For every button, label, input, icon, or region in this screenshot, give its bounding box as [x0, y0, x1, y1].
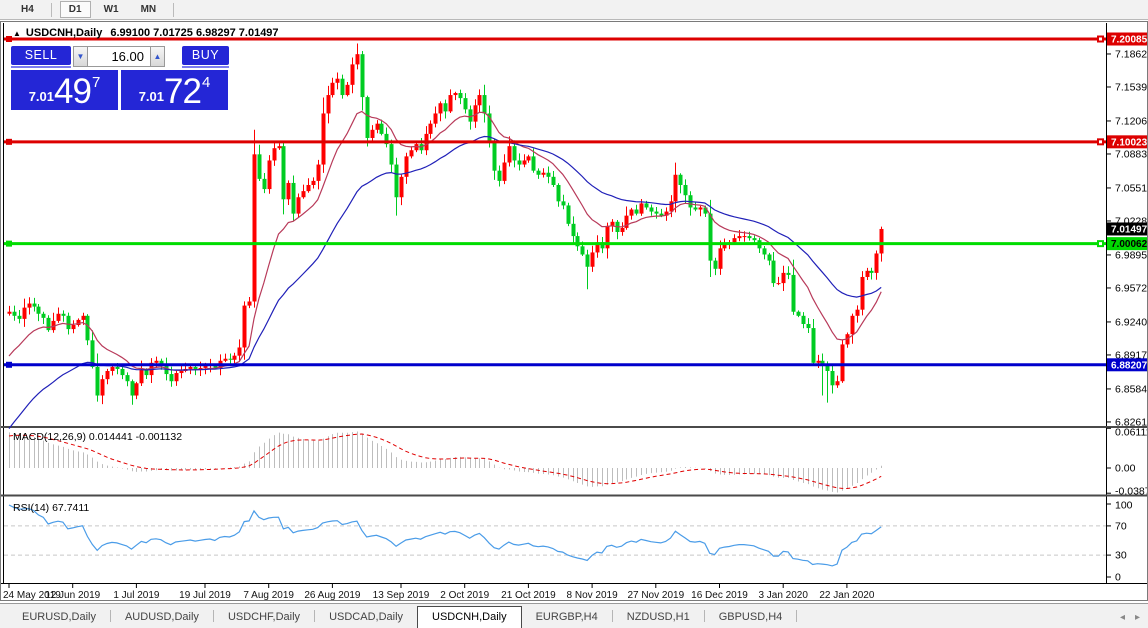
svg-text:7.10023: 7.10023 — [1111, 137, 1147, 148]
volume-input[interactable] — [88, 46, 150, 67]
tab-audusd-daily[interactable]: AUDUSD,Daily — [124, 611, 199, 623]
buy-price-pip: 4 — [201, 74, 211, 91]
svg-text:7.20085: 7.20085 — [1111, 35, 1147, 46]
svg-text:27 Nov 2019: 27 Nov 2019 — [627, 590, 684, 600]
tab-eurusd-daily[interactable]: EURUSD,Daily — [22, 611, 96, 623]
tab-separator — [703, 610, 705, 622]
svg-text:7.12065: 7.12065 — [1115, 115, 1147, 127]
tab-usdcad-daily[interactable]: USDCAD,Daily — [329, 611, 404, 623]
svg-text:24 May 2019: 24 May 2019 — [3, 590, 61, 600]
buy-price-display[interactable]: 7.01 72 4 — [121, 70, 228, 110]
tab-scroll-left-icon[interactable]: ◂ — [1119, 612, 1125, 623]
sell-price-main: 49 — [54, 72, 92, 112]
tab-scroll-right-icon[interactable]: ▸ — [1134, 612, 1140, 623]
buy-price-main: 72 — [164, 72, 202, 112]
svg-text:6.95725: 6.95725 — [1115, 282, 1147, 294]
chart-title: ▲ USDCNH,Daily 6.99100 7.01725 6.98297 7.0… — [13, 27, 279, 39]
svg-text:6.85845: 6.85845 — [1115, 383, 1147, 395]
svg-text:2 Oct 2019: 2 Oct 2019 — [440, 590, 489, 600]
svg-text:22 Jan 2020: 22 Jan 2020 — [819, 590, 874, 600]
svg-text:-0.03877: -0.03877 — [1115, 486, 1147, 498]
timeframe-w1-button[interactable]: W1 — [103, 4, 119, 15]
timeframe-h4-button[interactable]: H4 — [21, 4, 34, 15]
chart-window: 7.186207.153907.120657.088357.055107.022… — [0, 21, 1148, 601]
timeframe-d1-button[interactable]: D1 — [59, 1, 91, 18]
sell-price-prefix: 7.01 — [28, 89, 55, 104]
svg-text:6.88207: 6.88207 — [1111, 360, 1147, 371]
chart-ohlc-readout: 6.99100 7.01725 6.98297 7.01497 — [110, 27, 279, 39]
toolbar-separator — [50, 2, 52, 17]
svg-text:3 Jan 2020: 3 Jan 2020 — [758, 590, 808, 600]
svg-text:12 Jun 2019: 12 Jun 2019 — [45, 590, 100, 600]
tab-nzdusd-h1[interactable]: NZDUSD,H1 — [626, 611, 690, 623]
svg-text:30: 30 — [1115, 550, 1127, 562]
svg-text:1 Jul 2019: 1 Jul 2019 — [113, 590, 160, 600]
svg-text:8 Nov 2019: 8 Nov 2019 — [567, 590, 619, 600]
svg-text:19 Jul 2019: 19 Jul 2019 — [179, 590, 231, 600]
chart-symbol-label: USDCNH,Daily — [25, 27, 103, 39]
svg-text:70: 70 — [1115, 520, 1127, 532]
svg-text:6.82615: 6.82615 — [1115, 416, 1147, 428]
svg-text:0.00: 0.00 — [1115, 463, 1136, 475]
svg-text:7.08835: 7.08835 — [1115, 148, 1147, 160]
tab-eurgbp-h4[interactable]: EURGBP,H4 — [535, 611, 598, 623]
svg-text:13 Sep 2019: 13 Sep 2019 — [373, 590, 430, 600]
sell-button[interactable]: SELL — [11, 46, 71, 65]
svg-text:16 Dec 2019: 16 Dec 2019 — [691, 590, 748, 600]
svg-text:7.00062: 7.00062 — [1111, 239, 1147, 250]
macd-indicator-label: MACD(12,26,9) 0.014441 -0.001132 — [13, 431, 183, 443]
tab-separator — [109, 610, 111, 622]
symbol-tab-bar: EURUSD,Daily AUDUSD,Daily USDCHF,Daily U… — [0, 603, 1148, 628]
svg-text:100: 100 — [1115, 500, 1133, 512]
tab-usdchf-daily[interactable]: USDCHF,Daily — [227, 611, 301, 623]
svg-text:6.98955: 6.98955 — [1115, 249, 1147, 261]
svg-text:7.05510: 7.05510 — [1115, 182, 1147, 194]
svg-text:6.92400: 6.92400 — [1115, 316, 1147, 328]
sell-underline — [11, 66, 71, 68]
volume-decrease-button[interactable]: ▼ — [73, 46, 88, 67]
svg-text:26 Aug 2019: 26 Aug 2019 — [304, 590, 361, 600]
tab-separator — [212, 610, 214, 622]
tab-separator — [611, 610, 613, 622]
timeframe-mn-button[interactable]: MN — [140, 4, 157, 15]
toolbar-separator — [173, 2, 175, 17]
svg-text:7.01497: 7.01497 — [1111, 224, 1147, 235]
tab-separator — [314, 610, 316, 622]
svg-text:7 Aug 2019: 7 Aug 2019 — [243, 590, 294, 600]
tab-usdcnh-daily-active[interactable]: USDCNH,Daily — [417, 606, 522, 628]
svg-text:0: 0 — [1115, 572, 1121, 584]
timeframe-toolbar: H4 D1 W1 MN — [0, 0, 1148, 20]
buy-button[interactable]: BUY — [182, 46, 229, 65]
sell-price-display[interactable]: 7.01 49 7 — [11, 70, 118, 110]
one-click-trading-panel: SELL ▼ ▲ BUY 7.01 49 7 7.01 72 — [11, 46, 229, 130]
volume-increase-button[interactable]: ▲ — [150, 46, 165, 67]
buy-price-prefix: 7.01 — [138, 89, 165, 104]
svg-text:7.15390: 7.15390 — [1115, 81, 1147, 93]
tab-separator — [796, 610, 798, 622]
buy-underline — [182, 66, 229, 68]
svg-text:0.061119: 0.061119 — [1115, 427, 1147, 439]
rsi-indicator-label: RSI(14) 67.7411 — [13, 502, 90, 514]
sell-price-pip: 7 — [91, 74, 101, 91]
tab-gbpusd-h4[interactable]: GBPUSD,H4 — [718, 611, 783, 623]
chart-canvas[interactable]: 7.186207.153907.120657.088357.055107.022… — [1, 22, 1147, 600]
expand-triangle-icon[interactable]: ▲ — [13, 29, 21, 38]
svg-text:21 Oct 2019: 21 Oct 2019 — [501, 590, 556, 600]
svg-text:7.18620: 7.18620 — [1115, 48, 1147, 60]
